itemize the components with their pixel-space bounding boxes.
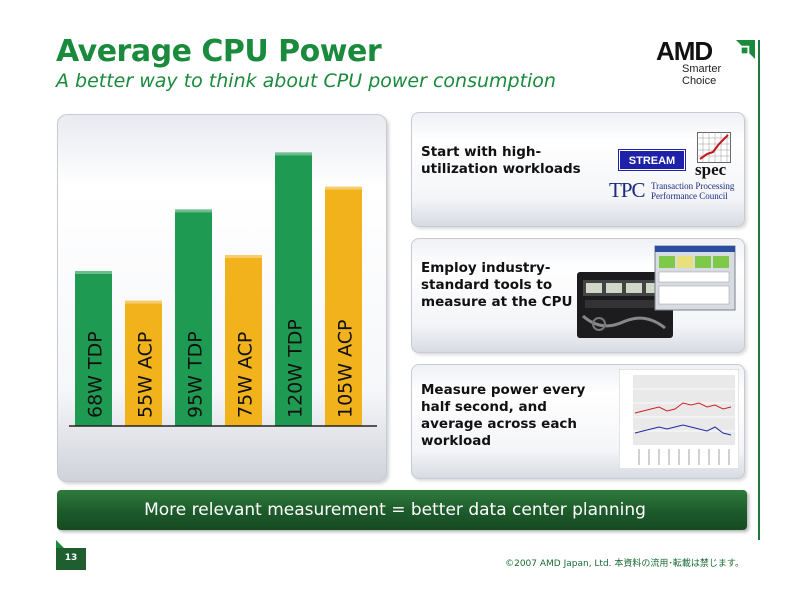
chart-panel: 68W TDP 55W ACP 95W TDP 75W ACP 120W TDP 105W…	[57, 114, 387, 482]
amd-logo: AMD Smarter Choice	[656, 36, 756, 87]
bar-label: 75W ACP	[235, 332, 257, 418]
bar-highlight	[275, 152, 312, 156]
page-number-badge	[56, 540, 86, 570]
tpc-logo-text-line-1: Transaction Processing	[651, 181, 735, 191]
panel-tools-text: Employ industry-standard tools to measur…	[421, 260, 573, 310]
panel-workloads: Start with high-utilization workloads ST…	[411, 112, 745, 227]
bar-label: 95W TDP	[185, 331, 207, 418]
bar-68w-tdp	[75, 270, 112, 426]
summary-banner: More relevant measurement = better data …	[57, 490, 747, 530]
bar-highlight	[225, 255, 262, 258]
bar-highlight	[175, 209, 212, 213]
page-number: 13	[64, 553, 78, 563]
panel-sampling-text: Measure power every half second, and ave…	[421, 382, 586, 449]
tpc-logo-text-line-2: Performance Council	[651, 191, 728, 201]
bar-label: 68W TDP	[85, 331, 107, 418]
amd-tagline: Smarter Choice	[682, 63, 722, 87]
copyright-footer: ©2007 AMD Japan, Ltd. 本資料の流用･転載は禁じます。	[505, 559, 744, 569]
tpc-logo-mark: TPC	[609, 178, 646, 202]
bar-95w-tdp	[175, 209, 212, 426]
right-accent-line	[758, 40, 760, 540]
acp-vs-tdp-bar-chart: 68W TDP 55W ACP 95W TDP 75W ACP 120W TDP 105W…	[69, 152, 377, 427]
power-meter-photo-icon	[577, 245, 736, 338]
tpc-logo: TPC Transaction Processing Performance C…	[609, 178, 739, 202]
bar-highlight	[75, 270, 112, 274]
bar-55w-acp	[125, 300, 162, 426]
bar-label: 105W ACP	[335, 320, 357, 418]
summary-banner-text: More relevant measurement = better data …	[144, 500, 646, 520]
panel-sampling: Measure power every half second, and ave…	[411, 364, 745, 479]
stream-logo: STREAM	[619, 150, 685, 170]
amd-logo-word: AMD	[656, 36, 713, 66]
bar-120w-tdp	[275, 152, 312, 426]
slide-subtitle: A better way to think about CPU power co…	[56, 70, 556, 92]
panel-workloads-text: Start with high-utilization workloads	[421, 144, 581, 177]
amd-arrow-icon	[736, 40, 755, 59]
spec-logo-icon	[697, 132, 731, 163]
power-trace-graph-icon	[619, 369, 739, 469]
bar-105w-acp	[325, 186, 362, 426]
bar-75w-acp	[225, 255, 262, 426]
spec-logo-word: spec	[695, 160, 727, 179]
panel-tools: Employ industry-standard tools to measur…	[411, 238, 745, 353]
tpc-logo-text: Transaction Processing Performance Counc…	[651, 181, 734, 201]
bar-label: 120W TDP	[285, 319, 307, 418]
bar-highlight	[125, 300, 162, 304]
bar-label: 55W ACP	[135, 332, 157, 418]
slide-title: Average CPU Power	[56, 34, 382, 69]
bar-highlight	[325, 186, 362, 190]
